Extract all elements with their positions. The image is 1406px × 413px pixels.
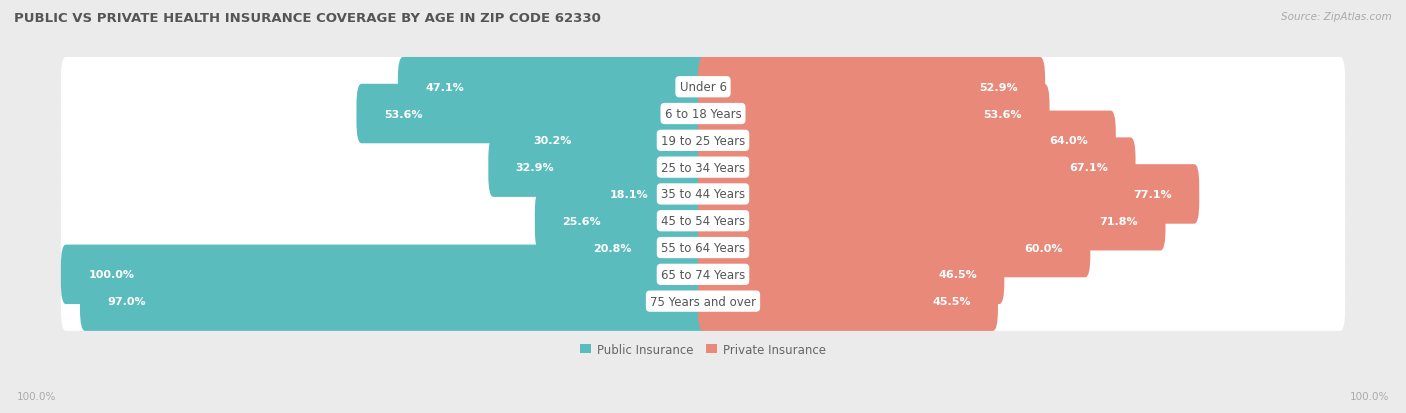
Text: 20.8%: 20.8%: [593, 243, 631, 253]
Text: 32.9%: 32.9%: [516, 163, 554, 173]
FancyBboxPatch shape: [697, 112, 1116, 171]
FancyBboxPatch shape: [697, 272, 998, 331]
FancyBboxPatch shape: [697, 85, 1049, 144]
FancyBboxPatch shape: [357, 85, 709, 144]
FancyBboxPatch shape: [60, 245, 1346, 304]
FancyBboxPatch shape: [488, 138, 709, 197]
FancyBboxPatch shape: [80, 272, 709, 331]
Text: 55 to 64 Years: 55 to 64 Years: [661, 242, 745, 254]
Text: 46.5%: 46.5%: [938, 270, 977, 280]
FancyBboxPatch shape: [398, 58, 709, 117]
FancyBboxPatch shape: [60, 138, 1346, 197]
Legend: Public Insurance, Private Insurance: Public Insurance, Private Insurance: [576, 340, 830, 360]
Text: 52.9%: 52.9%: [979, 83, 1018, 93]
Text: 53.6%: 53.6%: [384, 109, 422, 119]
FancyBboxPatch shape: [697, 58, 1045, 117]
FancyBboxPatch shape: [697, 218, 1090, 278]
FancyBboxPatch shape: [60, 85, 1346, 144]
Text: 6 to 18 Years: 6 to 18 Years: [665, 108, 741, 121]
FancyBboxPatch shape: [60, 192, 1346, 251]
FancyBboxPatch shape: [60, 218, 1346, 278]
FancyBboxPatch shape: [506, 112, 709, 171]
Text: 35 to 44 Years: 35 to 44 Years: [661, 188, 745, 201]
FancyBboxPatch shape: [697, 192, 1166, 251]
Text: 19 to 25 Years: 19 to 25 Years: [661, 135, 745, 147]
FancyBboxPatch shape: [565, 218, 709, 278]
FancyBboxPatch shape: [582, 165, 709, 224]
Text: 97.0%: 97.0%: [107, 297, 146, 306]
Text: Under 6: Under 6: [679, 81, 727, 94]
FancyBboxPatch shape: [60, 272, 1346, 331]
Text: 30.2%: 30.2%: [533, 136, 571, 146]
Text: 100.0%: 100.0%: [1350, 391, 1389, 401]
Text: 45.5%: 45.5%: [932, 297, 970, 306]
FancyBboxPatch shape: [60, 58, 1346, 117]
Text: 67.1%: 67.1%: [1070, 163, 1108, 173]
Text: 45 to 54 Years: 45 to 54 Years: [661, 215, 745, 228]
Text: 100.0%: 100.0%: [89, 270, 134, 280]
Text: 64.0%: 64.0%: [1050, 136, 1088, 146]
FancyBboxPatch shape: [60, 112, 1346, 171]
Text: 60.0%: 60.0%: [1025, 243, 1063, 253]
Text: 65 to 74 Years: 65 to 74 Years: [661, 268, 745, 281]
Text: 53.6%: 53.6%: [984, 109, 1022, 119]
Text: 71.8%: 71.8%: [1099, 216, 1137, 226]
Text: 75 Years and over: 75 Years and over: [650, 295, 756, 308]
Text: 47.1%: 47.1%: [425, 83, 464, 93]
FancyBboxPatch shape: [697, 245, 1004, 304]
Text: 18.1%: 18.1%: [610, 190, 648, 199]
Text: 25.6%: 25.6%: [562, 216, 600, 226]
FancyBboxPatch shape: [697, 138, 1136, 197]
Text: 100.0%: 100.0%: [17, 391, 56, 401]
Text: Source: ZipAtlas.com: Source: ZipAtlas.com: [1281, 12, 1392, 22]
FancyBboxPatch shape: [534, 192, 709, 251]
Text: PUBLIC VS PRIVATE HEALTH INSURANCE COVERAGE BY AGE IN ZIP CODE 62330: PUBLIC VS PRIVATE HEALTH INSURANCE COVER…: [14, 12, 600, 25]
Text: 77.1%: 77.1%: [1133, 190, 1171, 199]
FancyBboxPatch shape: [60, 245, 709, 304]
FancyBboxPatch shape: [697, 165, 1199, 224]
Text: 25 to 34 Years: 25 to 34 Years: [661, 161, 745, 174]
FancyBboxPatch shape: [60, 165, 1346, 224]
